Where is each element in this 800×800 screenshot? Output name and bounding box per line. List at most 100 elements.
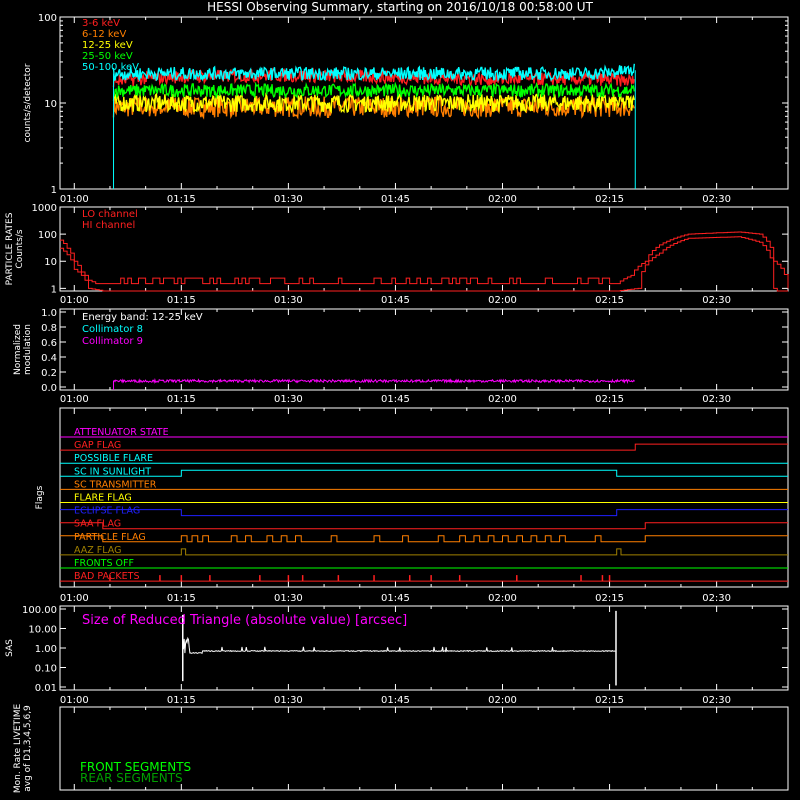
- particle-ytick-label: 1: [51, 284, 57, 295]
- modulation-ytick-label: 0.8: [41, 323, 57, 334]
- modulation-ylabel-2: modulation: [23, 324, 33, 375]
- particle-ytick-label: 10: [44, 257, 57, 268]
- particle-time-label: 02:15: [595, 295, 624, 306]
- counts-time-label: 02:15: [595, 194, 624, 205]
- particle-hi-line: [60, 236, 788, 292]
- flag-label: PARTICLE FLAG: [74, 532, 146, 543]
- particle-legend-hi: HI channel: [82, 220, 135, 231]
- counts-time-label: 01:30: [274, 194, 303, 205]
- flag-line: [60, 443, 788, 451]
- counts-time-label: 01:45: [381, 194, 410, 205]
- sas-ylabel: SAS: [5, 639, 15, 657]
- modulation-ytick-label: 1.0: [41, 308, 57, 319]
- flags-time-label: 01:45: [381, 593, 410, 604]
- modulation-coll9-line: [113, 377, 635, 385]
- flags-time-label: 01:00: [60, 593, 89, 604]
- modulation-time-label: 01:30: [274, 394, 303, 405]
- flag-label: POSSIBLE FLARE: [74, 453, 153, 464]
- flags-ylabel: Flags: [35, 485, 45, 509]
- modulation-legend-coll9: Collimator 9: [82, 336, 143, 347]
- counts-series-line: [112, 92, 635, 115]
- sas-ytick-label: 1.00: [35, 644, 57, 655]
- counts-legend-entry: 12-25 keV: [82, 40, 133, 51]
- livetime-panel: [59, 706, 789, 791]
- livetime-legend-rear: REAR SEGMENTS: [80, 771, 183, 785]
- counts-time-label: 01:00: [60, 194, 89, 205]
- flags-panel: [59, 407, 789, 588]
- modulation-time-label: 02:30: [702, 394, 731, 405]
- particle-time-label: 02:00: [488, 295, 517, 306]
- sas-ytick-label: 0.10: [35, 664, 57, 675]
- counts-series-line: [112, 94, 635, 120]
- sas-time-label: 02:00: [488, 695, 517, 706]
- particle-time-label: 01:30: [274, 295, 303, 306]
- counts-time-label: 02:30: [702, 194, 731, 205]
- sas-time-label: 02:30: [702, 695, 731, 706]
- particle-time-label: 01:00: [60, 295, 89, 306]
- counts-legend-entry: 25-50 keV: [82, 51, 133, 62]
- modulation-ytick-label: 0.2: [41, 368, 57, 379]
- modulation-ylabel: Normalized: [13, 324, 23, 375]
- modulation-time-label: 01:00: [60, 394, 89, 405]
- modulation-time-label: 01:45: [381, 394, 410, 405]
- particle-ytick-label: 100: [38, 230, 57, 241]
- particle-ytick-label: 1000: [32, 203, 57, 214]
- sas-time-label: 01:15: [167, 695, 196, 706]
- page-title: HESSI Observing Summary, starting on 201…: [207, 0, 593, 14]
- counts-ytick-label: 10: [44, 99, 57, 110]
- flags-time-label: 02:30: [702, 593, 731, 604]
- particle-time-label: 01:15: [167, 295, 196, 306]
- modulation-time-label: 01:15: [167, 394, 196, 405]
- modulation-panel: [59, 308, 789, 391]
- modulation-ytick-label: 0.4: [41, 353, 57, 364]
- counts-ytick-label: 1: [51, 185, 57, 196]
- modulation-time-label: 02:00: [488, 394, 517, 405]
- sas-legend: Size of Reduced Triangle (absolute value…: [82, 613, 407, 628]
- flags-time-label: 02:15: [595, 593, 624, 604]
- sas-time-label: 01:00: [60, 695, 89, 706]
- flag-label: ATTENUATOR STATE: [74, 427, 169, 438]
- sas-ytick-label: 100.00: [22, 605, 57, 616]
- flag-label: SAA FLAG: [74, 519, 121, 530]
- counts-time-label: 02:00: [488, 194, 517, 205]
- counts-legend-entry: 3-6 keV: [82, 18, 120, 29]
- sas-ytick-label: 0.01: [35, 683, 57, 694]
- flag-line: [60, 509, 788, 517]
- flag-line: [60, 469, 788, 477]
- flag-line: [60, 522, 788, 530]
- modulation-ytick-label: 0.0: [41, 383, 57, 394]
- counts-series-line: [112, 81, 635, 100]
- flag-label: BAD PACKETS: [74, 571, 140, 582]
- sas-time-label: 01:45: [381, 695, 410, 706]
- flag-label: FLARE FLAG: [74, 493, 132, 504]
- flag-label: FRONTS OFF: [74, 558, 134, 569]
- particle-ylabel: PARTICLE RATES: [5, 212, 15, 285]
- sas-time-label: 02:15: [595, 695, 624, 706]
- flag-label: AAZ FLAG: [74, 545, 121, 556]
- particle-legend-lo: LO channel: [82, 209, 138, 220]
- counts-time-label: 01:15: [167, 194, 196, 205]
- counts-legend-entry: 50-100 keV: [82, 62, 139, 73]
- particle-ylabel-units: Counts/s: [15, 229, 25, 268]
- flags-time-label: 02:00: [488, 593, 517, 604]
- livetime-ylabel-2: avg of D1,3,4,5,6,9: [23, 705, 33, 792]
- sas-line: [182, 636, 616, 655]
- counts-series-line: [112, 63, 635, 83]
- particle-time-label: 01:45: [381, 295, 410, 306]
- modulation-time-label: 02:15: [595, 394, 624, 405]
- flag-label: GAP FLAG: [74, 440, 121, 451]
- counts-legend-entry: 6-12 keV: [82, 29, 126, 40]
- flag-label: ECLIPSE FLAG: [74, 506, 140, 517]
- sas-ytick-label: 10.00: [28, 625, 57, 636]
- livetime-legend-front: FRONT SEGMENTS: [80, 760, 191, 774]
- particle-lo-line: [60, 231, 789, 289]
- modulation-legend-band: Energy band: 12-25 keV: [82, 312, 203, 323]
- flag-label: SC IN SUNLIGHT: [74, 466, 151, 477]
- flags-time-label: 01:15: [167, 593, 196, 604]
- flags-time-label: 01:30: [274, 593, 303, 604]
- modulation-legend-coll8: Collimator 8: [82, 324, 143, 335]
- modulation-ytick-label: 0.6: [41, 338, 57, 349]
- livetime-ylabel: Mon. Rate LIVETIME: [13, 704, 23, 794]
